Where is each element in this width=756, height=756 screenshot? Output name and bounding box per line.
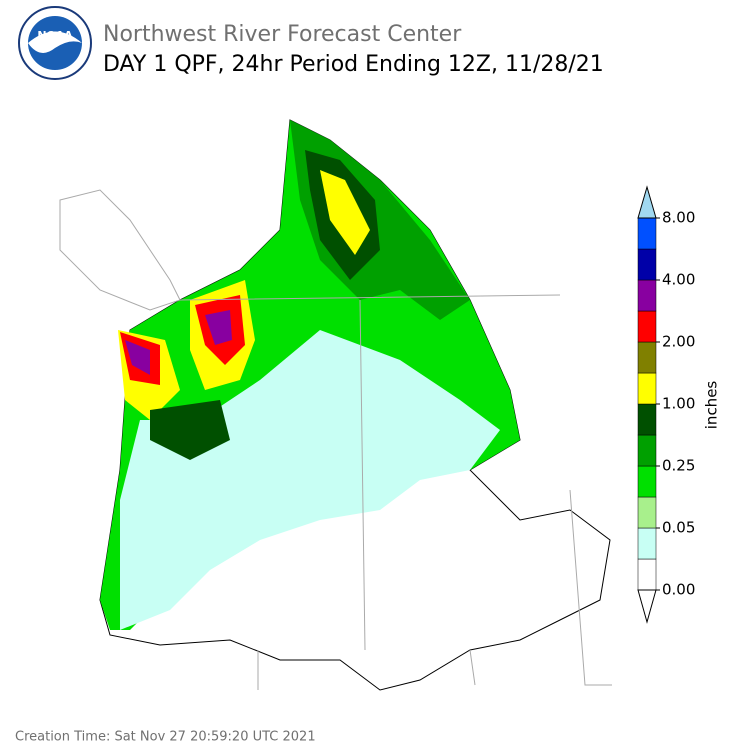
colorbar-segment <box>637 341 657 374</box>
colorbar-tick-label: 0.25 <box>662 457 695 475</box>
colorbar-segment <box>637 403 657 436</box>
colorbar-segment <box>637 527 657 560</box>
title: Northwest River Forecast Center <box>103 22 462 47</box>
subtitle: DAY 1 QPF, 24hr Period Ending 12Z, 11/28… <box>103 52 604 77</box>
colorbar-over <box>637 185 657 219</box>
creation-time: Creation Time: Sat Nov 27 20:59:20 UTC 2… <box>15 730 316 745</box>
colorbar-tick-label: 0.00 <box>662 581 695 599</box>
colorbar-segment <box>637 372 657 405</box>
colorbar-segment <box>637 434 657 467</box>
colorbar-under <box>637 589 657 624</box>
colorbar-segment <box>637 465 657 498</box>
svg-text:NOAA: NOAA <box>37 29 73 42</box>
colorbar-segment <box>637 248 657 281</box>
colorbar-segment <box>637 279 657 312</box>
colorbar-segment <box>637 496 657 529</box>
map <box>59 119 612 691</box>
colorbar-segment <box>637 558 657 591</box>
colorbar-segment <box>637 310 657 343</box>
colorbar-tick-label: 0.05 <box>662 519 695 537</box>
colorbar-label: inches <box>703 381 721 430</box>
colorbar-tick-label: 2.00 <box>662 333 695 351</box>
colorbar-tick-label: 1.00 <box>662 395 695 413</box>
colorbar-tick-label: 4.00 <box>662 271 695 289</box>
colorbar-segment <box>637 217 657 250</box>
colorbar-tick-label: 8.00 <box>662 209 695 227</box>
noaa-logo: NOAA <box>18 6 92 80</box>
colorbar: 0.00 0.05 0.25 1.00 2.00 4.00 8.00 <box>637 185 695 624</box>
